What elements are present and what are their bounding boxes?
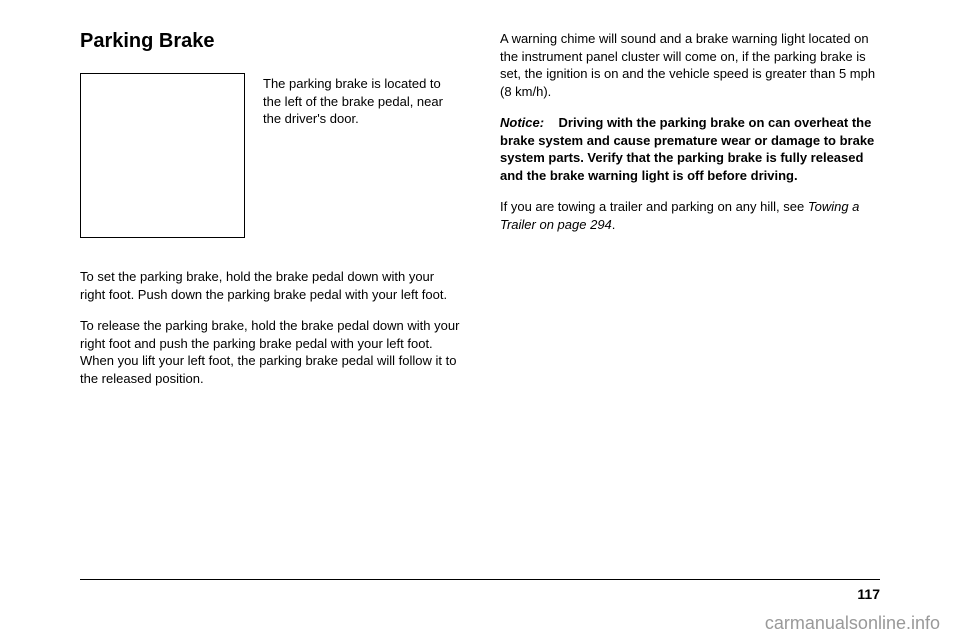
paragraph-towing: If you are towing a trailer and parking … (500, 198, 880, 233)
footer-divider (80, 579, 880, 580)
paragraph-set-brake: To set the parking brake, hold the brake… (80, 268, 460, 303)
towing-text-part2: . (612, 217, 616, 232)
paragraph-notice: Notice: Driving with the parking brake o… (500, 114, 880, 184)
right-column: A warning chime will sound and a brake w… (500, 30, 880, 560)
page-number: 117 (857, 586, 880, 602)
image-placeholder (80, 73, 245, 238)
paragraph-warning-chime: A warning chime will sound and a brake w… (500, 30, 880, 100)
notice-text: Driving with the parking brake on can ov… (500, 115, 874, 183)
image-text-row: The parking brake is located to the left… (80, 73, 460, 238)
towing-text-part1: If you are towing a trailer and parking … (500, 199, 808, 214)
page-content: Parking Brake The parking brake is locat… (80, 30, 880, 560)
section-heading: Parking Brake (80, 30, 460, 53)
paragraph-release-brake: To release the parking brake, hold the b… (80, 317, 460, 387)
notice-space (548, 115, 555, 130)
watermark: carmanualsonline.info (765, 613, 940, 634)
notice-label: Notice: (500, 115, 544, 130)
left-column: Parking Brake The parking brake is locat… (80, 30, 460, 560)
side-description: The parking brake is located to the left… (263, 73, 460, 128)
